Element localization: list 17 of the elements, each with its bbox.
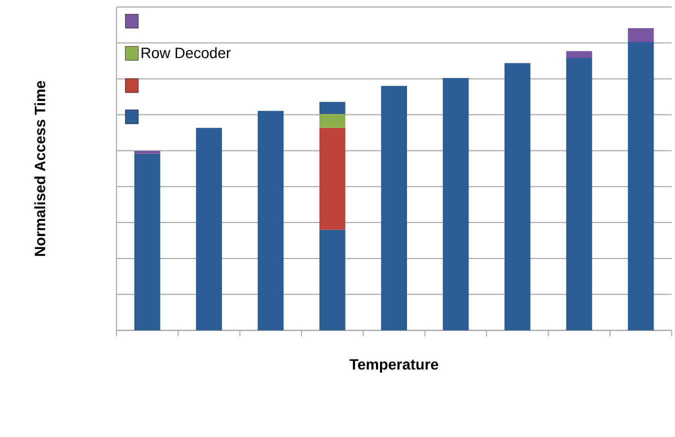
bar bbox=[504, 63, 530, 330]
bar bbox=[566, 51, 592, 58]
bar bbox=[134, 154, 160, 330]
bar bbox=[319, 114, 346, 128]
bar bbox=[442, 78, 469, 330]
bar bbox=[628, 42, 654, 330]
bar bbox=[258, 111, 284, 330]
y-axis-title: Normalised Access Time bbox=[34, 81, 46, 256]
bar bbox=[134, 150, 160, 154]
bar bbox=[381, 86, 408, 330]
bar bbox=[196, 128, 222, 330]
bar bbox=[628, 28, 654, 42]
bar bbox=[319, 128, 346, 230]
legend-label: Row Decoder bbox=[142, 47, 231, 58]
bar bbox=[566, 58, 592, 330]
bar bbox=[319, 230, 346, 330]
x-axis-title: Temperature bbox=[350, 359, 438, 373]
